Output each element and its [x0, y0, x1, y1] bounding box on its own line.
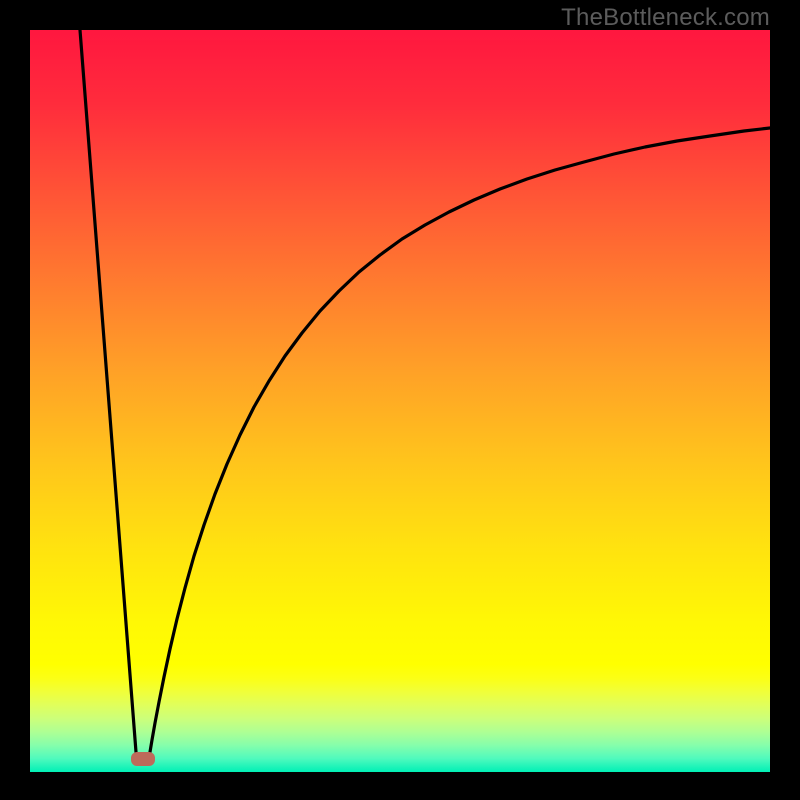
chart-plot-area: [30, 30, 770, 772]
chart-svg: [30, 30, 770, 772]
watermark-label: TheBottleneck.com: [561, 4, 770, 32]
chart-background-gradient: [30, 30, 770, 772]
optimal-point-marker: [131, 752, 155, 766]
